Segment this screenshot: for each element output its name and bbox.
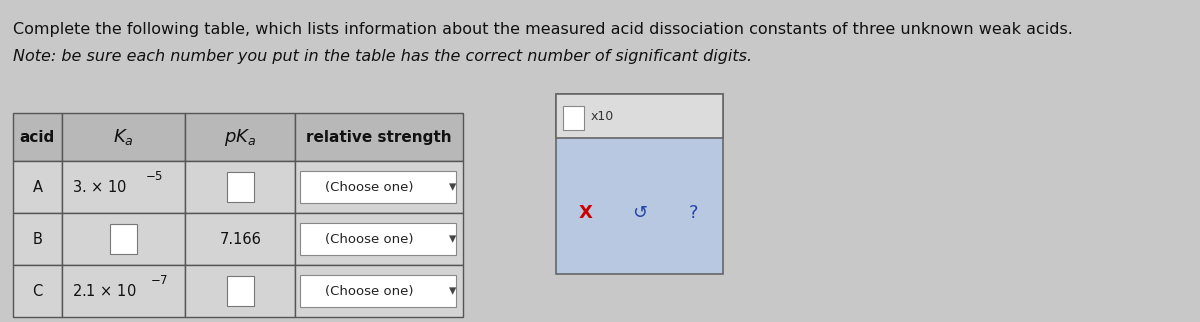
Bar [300,223,456,255]
Text: $K_a$: $K_a$ [113,127,134,147]
Bar [185,213,295,265]
Text: (Choose one): (Choose one) [325,181,414,194]
Bar [556,94,724,274]
Bar [61,113,185,161]
Text: ▾: ▾ [449,232,456,247]
Bar [13,161,61,213]
Text: ▾: ▾ [449,179,456,194]
Text: $-7$: $-7$ [150,273,168,287]
Bar [61,161,185,213]
Text: B: B [32,232,42,247]
Text: acid: acid [20,129,55,145]
Bar [185,265,295,317]
Text: $-5$: $-5$ [145,169,163,183]
Bar [13,113,61,161]
Text: (Choose one): (Choose one) [325,285,414,298]
Bar [300,171,456,203]
Bar [300,275,456,307]
Bar [61,265,185,317]
Bar [295,213,463,265]
Text: ↺: ↺ [632,204,647,222]
Text: A: A [32,179,42,194]
Bar [185,113,295,161]
Text: 3. $\times$ 10: 3. $\times$ 10 [72,179,127,195]
Text: relative strength: relative strength [306,129,452,145]
Text: Complete the following table, which lists information about the measured acid di: Complete the following table, which list… [13,22,1073,37]
Text: ▾: ▾ [449,283,456,298]
Bar [295,161,463,213]
Bar [227,276,253,306]
Text: $pK_a$: $pK_a$ [224,127,257,147]
Bar [110,224,137,254]
Text: 2.1 $\times$ 10: 2.1 $\times$ 10 [72,283,137,299]
Bar [556,94,724,138]
Bar [295,265,463,317]
Text: Note: be sure each number you put in the table has the correct number of signifi: Note: be sure each number you put in the… [13,49,752,64]
Bar [185,161,295,213]
Bar [227,172,253,202]
Bar [13,213,61,265]
Text: C: C [32,283,43,298]
Bar [295,113,463,161]
Text: 7.166: 7.166 [220,232,262,247]
Bar [61,213,185,265]
Bar [13,265,61,317]
Text: ?: ? [689,204,698,222]
Text: x10: x10 [590,109,614,122]
Bar [563,106,584,130]
Text: (Choose one): (Choose one) [325,232,414,245]
Text: X: X [578,204,593,222]
